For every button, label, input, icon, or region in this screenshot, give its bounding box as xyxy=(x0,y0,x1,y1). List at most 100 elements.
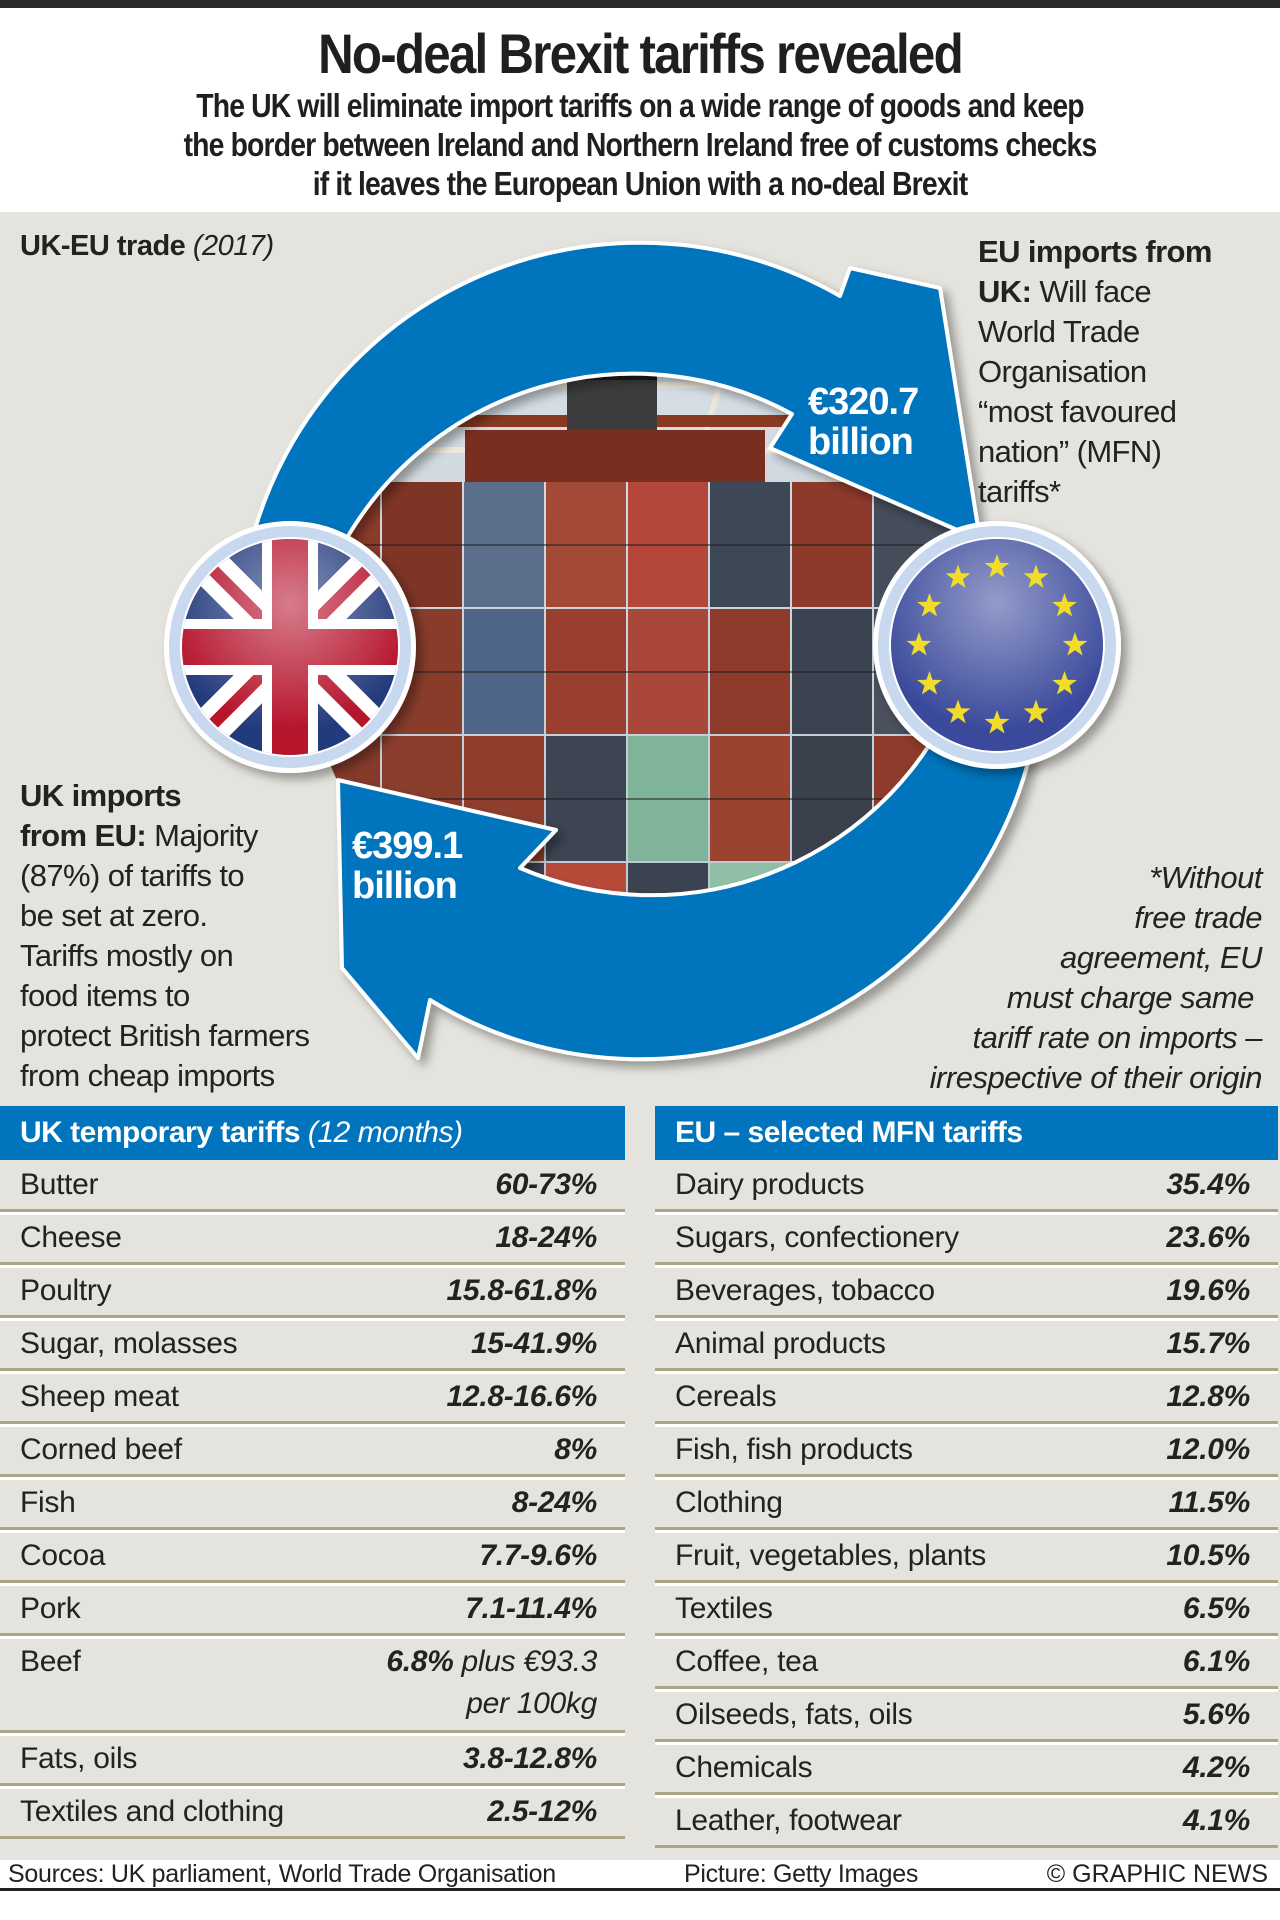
uk-table-body: Butter 60-73% Cheese 18-24% Poultry 15.8-61.8… xyxy=(0,1160,625,1839)
table-row: Clothing 11.5% xyxy=(655,1478,1278,1530)
row-value: 7.7-9.6% xyxy=(479,1531,597,1580)
eu-table-header: EU – selected MFN tariffs xyxy=(655,1106,1278,1160)
row-value-main: 8-24% xyxy=(511,1486,598,1519)
footnote-line: tariff rate on imports – xyxy=(972,1020,1262,1055)
uk-imports-line: protect British farmers xyxy=(20,1018,310,1053)
row-value-main: 35.4% xyxy=(1166,1168,1250,1201)
row-value-main: 11.5% xyxy=(1168,1486,1251,1519)
row-item: Cocoa xyxy=(20,1539,106,1572)
row-value-main: 12.0% xyxy=(1166,1433,1250,1466)
row-value: 35.4% xyxy=(1166,1160,1250,1209)
row-item: Butter xyxy=(20,1168,99,1201)
uk-table-title: UK temporary tariffs xyxy=(20,1116,301,1149)
row-value-main: 2.5-12% xyxy=(487,1795,597,1828)
uk-imports-line: be set at zero. xyxy=(20,898,208,933)
arrow-eu-to-uk xyxy=(336,648,1045,1062)
header: No-deal Brexit tariffs revealed The UK w… xyxy=(0,8,1280,212)
uk-to-eu-unit: billion xyxy=(808,421,914,463)
row-value-main: 5.6% xyxy=(1182,1698,1250,1731)
eu-to-uk-unit: billion xyxy=(352,865,458,907)
uk-flag xyxy=(164,521,416,773)
uk-to-eu-value: €320.7 xyxy=(808,381,919,423)
eu-star-icon xyxy=(945,564,971,588)
eu-star-icon xyxy=(1052,593,1077,617)
uk-imports-heading-2: from EU: xyxy=(20,818,147,853)
eu-tariffs-table: EU – selected MFN tariffs Dairy products… xyxy=(655,1106,1278,1849)
row-item: Textiles and clothing xyxy=(20,1795,284,1828)
eu-stars xyxy=(906,554,1088,734)
table-row: Textiles 6.5% xyxy=(655,1584,1278,1636)
row-value: 4.2% xyxy=(1183,1743,1250,1792)
uk-imports-line: Tariffs mostly on xyxy=(20,938,234,973)
table-row: Fruit, vegetables, plants 10.5% xyxy=(655,1531,1278,1583)
row-value: 23.6% xyxy=(1166,1213,1250,1262)
row-value: 3.8-12.8% xyxy=(463,1734,597,1783)
row-item: Chemicals xyxy=(675,1751,813,1784)
row-value: 12.0% xyxy=(1166,1425,1250,1474)
eu-imports-text: EU imports from UK: Will face World Trad… xyxy=(978,232,1278,512)
row-value: 15.8-61.8% xyxy=(446,1266,598,1315)
row-value-main: 19.6% xyxy=(1166,1274,1250,1307)
row-value-main: 10.5% xyxy=(1166,1539,1250,1572)
eu-star-icon xyxy=(917,593,942,617)
table-row: Cereals 12.8% xyxy=(655,1372,1278,1424)
table-row: Cocoa 7.7-9.6% xyxy=(0,1531,625,1583)
eu-table-body: Dairy products 35.4% Sugars, confectionery… xyxy=(655,1160,1278,1848)
row-value-main: 23.6% xyxy=(1166,1221,1250,1254)
row-item: Cheese xyxy=(20,1221,122,1254)
row-value-main: 15.8-61.8% xyxy=(446,1274,598,1307)
row-value-main: 12.8-16.6% xyxy=(446,1380,598,1413)
row-value: 6.8% plus €93.3 xyxy=(386,1637,597,1686)
trade-label-year: (2017) xyxy=(192,230,274,262)
row-value-main: 6.5% xyxy=(1182,1592,1250,1625)
eu-star-icon xyxy=(984,554,1010,578)
row-value: 8-24% xyxy=(511,1478,598,1527)
row-value-main: 6.1% xyxy=(1182,1645,1250,1678)
row-item: Textiles xyxy=(675,1592,773,1625)
row-value: 6.5% xyxy=(1183,1584,1250,1633)
uk-to-eu-amount: €320.7 billion xyxy=(808,381,919,463)
row-value: 6.1% xyxy=(1183,1637,1250,1686)
row-item: Beef xyxy=(20,1645,81,1678)
table-row: Chemicals 4.2% xyxy=(655,1743,1278,1795)
table-row: Leather, footwear 4.1% xyxy=(655,1796,1278,1848)
row-value: 10.5% xyxy=(1166,1531,1250,1580)
row-item: Sugar, molasses xyxy=(20,1327,238,1360)
table-row: Sheep meat 12.8-16.6% xyxy=(0,1372,625,1424)
table-row: Poultry 15.8-61.8% xyxy=(0,1266,625,1318)
page-subtitle: The UK will eliminate import tariffs on … xyxy=(90,86,1191,203)
row-value: 60-73% xyxy=(495,1160,597,1209)
row-value: 12.8% xyxy=(1166,1372,1250,1421)
arrow-uk-to-eu xyxy=(236,240,982,642)
table-row: Fish, fish products 12.0% xyxy=(655,1425,1278,1477)
row-value: 15-41.9% xyxy=(471,1319,597,1368)
uk-table-header: UK temporary tariffs (12 months) xyxy=(0,1106,625,1160)
eu-imports-line: Organisation xyxy=(978,354,1147,389)
table-row: Fats, oils 3.8-12.8% xyxy=(0,1734,625,1786)
row-value: 2.5-12% xyxy=(487,1787,597,1836)
table-row: Sugars, confectionery 23.6% xyxy=(655,1213,1278,1265)
row-value: 8% xyxy=(554,1425,597,1474)
row-value-main: 60-73% xyxy=(495,1168,597,1201)
row-item: Fruit, vegetables, plants xyxy=(675,1539,987,1572)
row-item: Corned beef xyxy=(20,1433,182,1466)
footer: Sources: UK parliament, World Trade Orga… xyxy=(0,1860,1280,1891)
row-value-main: 15.7% xyxy=(1166,1327,1250,1360)
uk-imports-heading-1: UK imports xyxy=(20,778,182,813)
row-item: Poultry xyxy=(20,1274,112,1307)
eu-to-uk-value: €399.1 xyxy=(352,825,463,867)
row-value: 5.6% xyxy=(1183,1690,1250,1739)
sources-credit: Sources: UK parliament, World Trade Orga… xyxy=(8,1860,556,1888)
table-row: Animal products 15.7% xyxy=(655,1319,1278,1371)
mfn-footnote: *Without free trade agreement, EU must c… xyxy=(830,858,1263,1098)
row-item: Pork xyxy=(20,1592,81,1625)
page-title: No-deal Brexit tariffs revealed xyxy=(318,22,964,85)
trade-label-text: UK-EU trade xyxy=(20,230,186,262)
row-value-line2: per 100kg xyxy=(466,1687,597,1720)
footnote-line: must charge same xyxy=(1006,980,1262,1015)
row-value-main: 15-41.9% xyxy=(470,1327,597,1360)
row-value: 12.8-16.6% xyxy=(446,1372,598,1421)
uk-imports-line: (87%) of tariffs to xyxy=(20,858,245,893)
uk-imports-line: Majority xyxy=(154,818,258,853)
row-value: 7.1-11.4% xyxy=(465,1584,597,1633)
